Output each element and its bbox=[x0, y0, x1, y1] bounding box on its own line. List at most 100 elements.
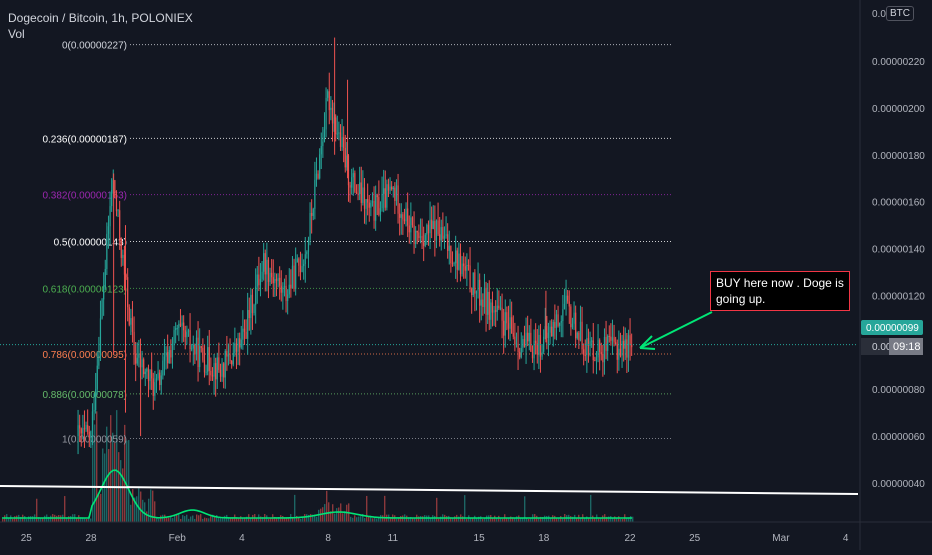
candle-body bbox=[80, 428, 82, 434]
volume-bar bbox=[618, 516, 620, 522]
candle-body bbox=[90, 431, 92, 438]
candle-body bbox=[605, 337, 607, 351]
candle-body bbox=[354, 173, 356, 192]
volume-bar bbox=[630, 516, 632, 522]
candle-body bbox=[389, 186, 391, 191]
symbol-title[interactable]: Dogecoin / Bitcoin, 1h, POLONIEX bbox=[8, 11, 193, 25]
candle-body bbox=[459, 253, 462, 275]
candle-body bbox=[303, 264, 305, 267]
volume-bar bbox=[284, 517, 286, 522]
candle-body bbox=[131, 318, 134, 332]
candle-body bbox=[435, 220, 438, 241]
candle-body bbox=[517, 343, 519, 353]
volume-bar bbox=[362, 514, 364, 522]
candle-body bbox=[122, 254, 124, 258]
volume-bar bbox=[232, 517, 234, 522]
candle-body bbox=[293, 265, 295, 289]
volume-bar bbox=[398, 518, 400, 522]
volume-bar bbox=[382, 515, 384, 522]
volume-bar bbox=[250, 517, 252, 522]
candle-body bbox=[416, 230, 418, 233]
volume-bar bbox=[358, 516, 360, 522]
candle-body bbox=[600, 351, 602, 354]
price-tick-label: 0.00000220 bbox=[872, 57, 925, 68]
currency-chip[interactable]: BTC bbox=[886, 6, 914, 21]
candle-body bbox=[479, 279, 481, 306]
candle-body bbox=[371, 200, 374, 203]
candle-body bbox=[306, 251, 308, 255]
candle-body bbox=[408, 225, 410, 233]
candle-body bbox=[275, 278, 278, 282]
candle-body bbox=[397, 185, 399, 214]
volume-bar bbox=[632, 516, 634, 522]
candle-body bbox=[624, 339, 626, 349]
candle-body bbox=[285, 285, 287, 301]
candle-body bbox=[295, 262, 297, 289]
candle-body bbox=[431, 219, 433, 229]
volume-bar bbox=[316, 516, 318, 522]
volume-bar bbox=[170, 516, 172, 522]
candle-body bbox=[591, 340, 593, 342]
volume-bar bbox=[16, 515, 18, 522]
candle-body bbox=[136, 357, 138, 364]
volume-bar bbox=[494, 515, 496, 522]
volume-bar bbox=[152, 490, 154, 522]
volume-bar bbox=[384, 495, 386, 522]
candle-body bbox=[611, 337, 614, 341]
time-tick-label: 11 bbox=[388, 533, 399, 544]
volume-bar bbox=[100, 493, 102, 522]
volume-bar bbox=[136, 496, 138, 522]
candle-body bbox=[426, 224, 428, 235]
fib-label: 0(0.00000227) bbox=[62, 41, 127, 52]
candle-body bbox=[133, 331, 135, 355]
candle-body bbox=[328, 91, 330, 111]
candle-body bbox=[211, 375, 214, 377]
volume-bar bbox=[30, 516, 32, 522]
volume-bar bbox=[372, 518, 374, 522]
volume-bar bbox=[68, 516, 70, 522]
candle-body bbox=[120, 239, 122, 258]
volume-bar bbox=[326, 490, 328, 522]
buy-callout[interactable]: BUY here now . Doge is going up. bbox=[710, 271, 850, 311]
candle-body bbox=[130, 318, 132, 325]
volume-bar bbox=[84, 518, 86, 522]
candle-body bbox=[96, 365, 98, 390]
candle-body bbox=[319, 154, 321, 179]
candle-body bbox=[387, 184, 390, 191]
candle-body bbox=[370, 202, 372, 208]
volume-bar bbox=[202, 518, 204, 522]
volume-bar bbox=[308, 514, 310, 522]
candle-body bbox=[581, 321, 583, 350]
candle-body bbox=[432, 221, 434, 229]
candle-body bbox=[330, 107, 332, 111]
time-tick-label: 18 bbox=[538, 533, 550, 544]
candle-body bbox=[149, 369, 151, 382]
volume-bar bbox=[480, 516, 482, 522]
fib-label: 0.786(0.00000095) bbox=[42, 350, 127, 361]
candle-body bbox=[119, 210, 121, 240]
candle-body bbox=[93, 410, 95, 412]
candle-body bbox=[227, 354, 230, 357]
volume-bar bbox=[214, 516, 216, 522]
candle-body bbox=[554, 321, 556, 328]
candle-body bbox=[453, 263, 455, 265]
candle-body bbox=[467, 264, 470, 266]
volume-bar bbox=[524, 496, 526, 522]
candle-body bbox=[464, 266, 466, 271]
volume-bar bbox=[522, 517, 524, 522]
volume-bar bbox=[156, 516, 158, 522]
candle-body bbox=[187, 330, 190, 332]
candle-body bbox=[210, 370, 212, 376]
last-price-badge bbox=[861, 320, 923, 335]
volume-bar bbox=[312, 514, 314, 522]
candle-body bbox=[427, 224, 430, 234]
volume-bar bbox=[440, 516, 442, 522]
candle-body bbox=[360, 182, 362, 203]
candle-body bbox=[91, 411, 94, 432]
candle-body bbox=[299, 265, 302, 273]
candle-body bbox=[269, 272, 271, 282]
candle-body bbox=[79, 425, 81, 429]
volume-bar bbox=[174, 514, 176, 522]
